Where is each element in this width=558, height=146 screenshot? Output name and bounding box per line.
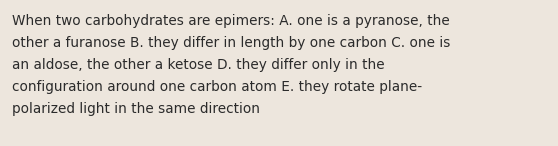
Text: polarized light in the same direction: polarized light in the same direction bbox=[12, 102, 260, 116]
Text: other a furanose B. they differ in length by one carbon C. one is: other a furanose B. they differ in lengt… bbox=[12, 36, 450, 50]
Text: configuration around one carbon atom E. they rotate plane-: configuration around one carbon atom E. … bbox=[12, 80, 422, 94]
Text: When two carbohydrates are epimers: A. one is a pyranose, the: When two carbohydrates are epimers: A. o… bbox=[12, 14, 450, 28]
Text: an aldose, the other a ketose D. they differ only in the: an aldose, the other a ketose D. they di… bbox=[12, 58, 384, 72]
